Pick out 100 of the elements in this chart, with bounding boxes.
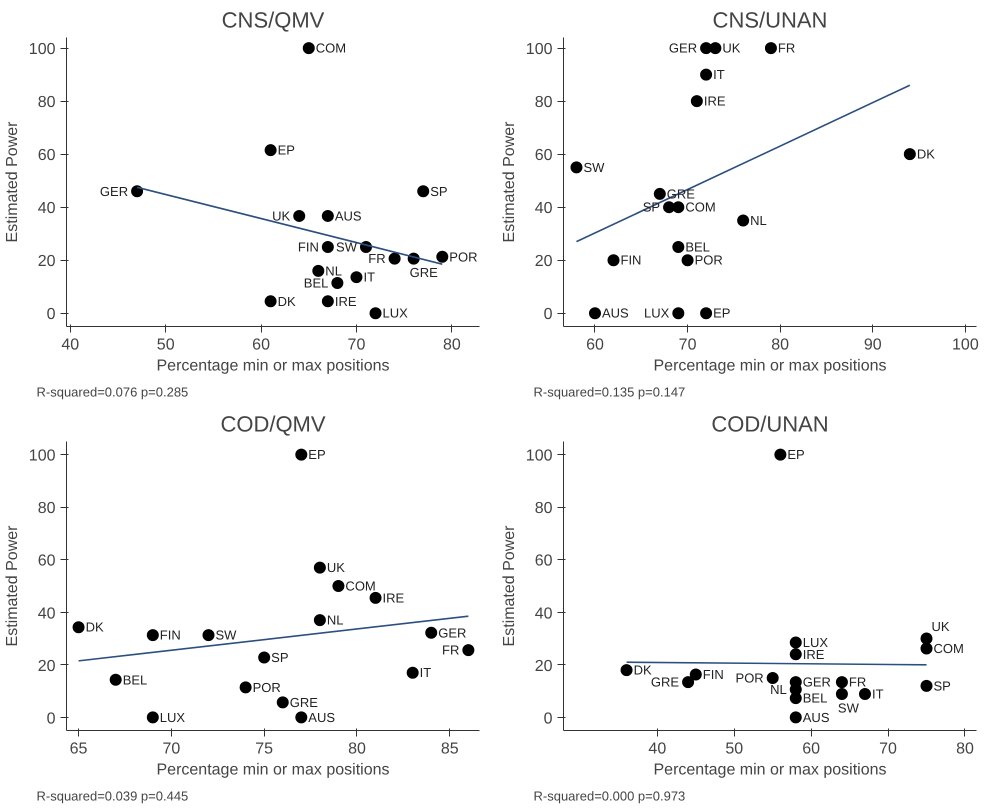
annotation: BEL [802, 690, 828, 706]
y-tick-label: 80 [534, 94, 553, 112]
annotation: SP [271, 650, 289, 665]
x-tick-label: 70 [678, 336, 697, 354]
y-tick-label: 0 [544, 710, 553, 728]
annotation: AUS [602, 306, 630, 321]
y-tick-label: 20 [38, 253, 56, 270]
annotation: UK [932, 619, 950, 634]
x-axis-title: Percentage min or max positions [156, 762, 390, 778]
y-tick-label: 60 [38, 552, 56, 570]
y-tick-label: 40 [38, 605, 56, 622]
y-tick-label: 80 [534, 500, 553, 518]
y-tick-label: 60 [534, 552, 553, 570]
x-tick-label: 80 [956, 740, 974, 758]
annotation: UK [326, 560, 346, 576]
annotation: EP [278, 142, 295, 158]
annotation: UK [722, 40, 741, 56]
annotation: IT [420, 665, 432, 680]
annotation: AUS [334, 208, 362, 224]
text: R-squared=0.135 p=0.147 [534, 384, 686, 400]
annotation: POR [252, 680, 281, 695]
annotation: GER [100, 184, 128, 199]
chart-title: CNS/QMV [222, 8, 325, 32]
annotation: GER [802, 674, 831, 690]
y-tick-label: 0 [46, 306, 56, 324]
y-axis-title: Estimated Power [4, 524, 21, 646]
annotation: DK [278, 294, 296, 309]
annotation: GRE [290, 694, 318, 710]
x-tick-label: 80 [442, 336, 461, 354]
text: R-squared=0.039 p=0.445 [36, 788, 188, 804]
annotation: FIN [160, 628, 181, 643]
annotation: IT [872, 686, 884, 702]
y-tick-label: 80 [38, 94, 56, 112]
annotation: EP [308, 447, 326, 462]
annotation: FIN [620, 252, 642, 268]
annotation: SW [216, 628, 238, 643]
annotation: POR [449, 249, 478, 264]
x-tick-label: 65 [70, 740, 88, 758]
annotation: NL [326, 612, 344, 628]
annotation: BEL [685, 239, 710, 254]
y-tick-label: 40 [534, 605, 553, 622]
annotation: AUS [802, 710, 830, 725]
annotation: NL [770, 682, 787, 698]
annotation: GRE [650, 674, 680, 690]
y-tick-label: 20 [534, 658, 553, 675]
x-tick-label: 100 [952, 336, 979, 354]
annotation: SW [583, 160, 606, 175]
chart-title: CNS/UNAN [712, 8, 828, 32]
text: R-squared=0.076 p=0.285 [36, 384, 188, 400]
y-tick-label: 80 [38, 500, 56, 518]
annotation: IRE [382, 590, 405, 606]
y-axis-title: Estimated Power [4, 120, 21, 242]
x-axis-title: Percentage min or max positions [654, 762, 886, 778]
y-tick-label: 40 [534, 200, 553, 218]
annotation: COM [345, 578, 376, 594]
chart-title: COD/UNAN [711, 412, 829, 436]
x-tick-label: 70 [879, 740, 898, 758]
annotation: GER [668, 40, 698, 56]
y-tick-label: 0 [544, 306, 553, 324]
annotation: IRE [704, 94, 726, 109]
x-axis-title: Percentage min or max positions [156, 358, 390, 374]
y-tick-label: 100 [526, 41, 553, 58]
chart-title: COD/QMV [220, 412, 326, 436]
x-axis-title: Percentage min or max positions [654, 358, 886, 374]
y-axis-title: Estimated Power [500, 524, 518, 646]
annotation: LUX [644, 306, 670, 321]
x-tick-label: 60 [802, 740, 820, 758]
annotation: COM [685, 200, 716, 215]
y-tick-label: 0 [46, 710, 56, 728]
x-tick-label: 60 [586, 336, 604, 354]
annotation: AUS [308, 710, 336, 725]
x-tick-label: 40 [648, 740, 666, 758]
x-tick-label: 85 [440, 740, 459, 758]
x-tick-label: 75 [255, 740, 274, 758]
y-tick-label: 100 [526, 448, 553, 465]
annotation: FR [778, 40, 796, 56]
annotation: UK [272, 208, 291, 224]
x-tick-label: 70 [162, 740, 180, 758]
annotation: NL [750, 212, 767, 228]
x-tick-label: 80 [771, 336, 790, 354]
annotation: BEL [304, 276, 328, 291]
y-tick-label: 100 [28, 448, 56, 465]
annotation: IRE [334, 294, 357, 309]
x-tick-label: 90 [864, 336, 882, 354]
y-tick-label: 100 [28, 41, 56, 58]
y-tick-label: 20 [534, 253, 553, 270]
y-tick-label: 60 [534, 147, 553, 164]
y-tick-label: 40 [38, 200, 56, 218]
y-tick-label: 20 [38, 658, 56, 675]
x-tick-label: 40 [61, 336, 80, 354]
annotation: SW [838, 700, 860, 716]
annotation: FIN [298, 239, 319, 254]
annotation: DK [86, 620, 104, 635]
annotation: COM [934, 641, 964, 656]
x-tick-label: 80 [348, 740, 366, 758]
annotation: EP [713, 306, 730, 321]
y-tick-label: 60 [38, 147, 56, 164]
x-tick-label: 60 [252, 336, 270, 354]
x-tick-label: 50 [156, 336, 175, 354]
annotation: EP [787, 447, 805, 462]
